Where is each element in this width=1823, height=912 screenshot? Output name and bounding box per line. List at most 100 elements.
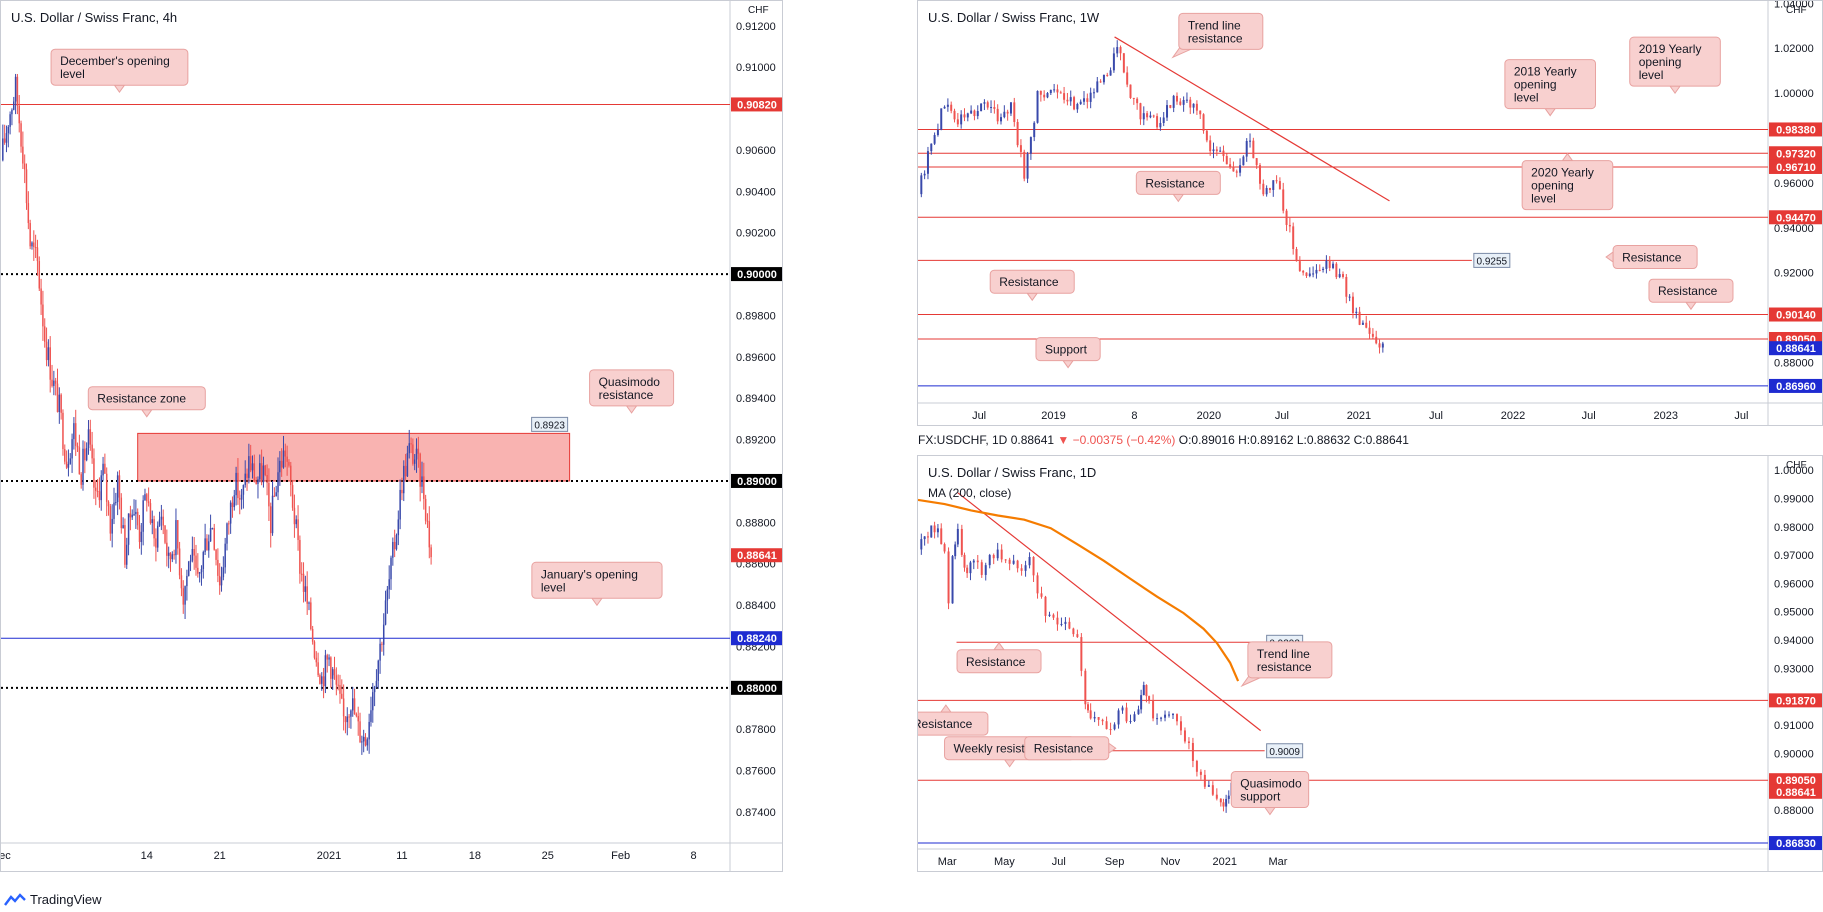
candle-body <box>370 710 372 722</box>
chart-panel-1w[interactable]: CHF 1.04000 1.02000 1.00000 0.96000 0.94000 0.… <box>917 0 1823 426</box>
annotation-text: Quasimodo <box>1240 777 1302 791</box>
price-tag-label: 0.90140 <box>1776 310 1816 322</box>
candle-body <box>1169 105 1172 108</box>
candle-body <box>408 443 410 454</box>
x-tick-label: Jul <box>972 410 986 422</box>
candle-body <box>333 669 336 676</box>
trend-line <box>957 492 1262 732</box>
x-tick-label: Jul <box>1429 410 1443 422</box>
candle-body <box>1056 617 1059 625</box>
y-tick-label: 1.00000 <box>1774 88 1814 100</box>
candle-body <box>1019 145 1022 152</box>
candle-body <box>953 110 956 120</box>
y-tick-label: 0.88800 <box>736 517 776 529</box>
candle-body <box>377 660 380 681</box>
inline-tag-box <box>1266 743 1304 759</box>
candle-body <box>1013 102 1016 122</box>
candle-body <box>74 423 77 446</box>
y-tick-label: 0.87800 <box>736 724 776 736</box>
candle-body <box>335 675 338 685</box>
candle-body <box>1255 158 1258 166</box>
candle-body <box>109 506 112 534</box>
candle-body <box>164 525 166 543</box>
annotation-box <box>1135 170 1221 195</box>
chart-1w[interactable]: CHF1.040001.020001.000000.960000.940000.… <box>918 1 1823 426</box>
candle-body <box>42 304 44 327</box>
candle-body <box>1033 122 1036 138</box>
candle-body <box>1079 101 1082 105</box>
x-tick-label: 25 <box>542 850 554 862</box>
candle-body <box>951 556 954 604</box>
candle-body <box>926 151 929 174</box>
candle-body <box>1298 261 1301 271</box>
candle-body <box>96 490 99 492</box>
info-low: L:0.88632 <box>1296 433 1351 447</box>
candle-body <box>53 380 55 386</box>
candle-body <box>346 716 349 723</box>
candle-body <box>235 472 237 496</box>
annotation-text: Resistance <box>918 717 973 731</box>
annotation-text: opening <box>1514 78 1557 92</box>
candle-body <box>972 560 975 563</box>
annotation-pointer <box>1172 193 1185 203</box>
candle-body <box>242 484 245 495</box>
chart-panel-1d[interactable]: CHF 1.00000 0.99000 0.98000 0.97000 0.96000 0.… <box>917 455 1823 872</box>
candle-body <box>1368 327 1371 334</box>
candle-body <box>1048 614 1051 616</box>
candle-body <box>1043 94 1046 98</box>
candle-body <box>1119 47 1122 54</box>
candle-body <box>16 76 19 106</box>
candle-body <box>1203 774 1206 787</box>
candle-body <box>322 676 325 687</box>
tradingview-brand[interactable]: TradingView <box>4 892 102 907</box>
candle-body <box>1126 72 1129 85</box>
candle-body <box>1164 714 1167 718</box>
candle-body <box>1182 100 1185 105</box>
x-tick-label: 18 <box>469 850 481 862</box>
x-tick-label: 14 <box>141 850 153 862</box>
y-tick-label: 0.95000 <box>1774 607 1814 619</box>
candle-body <box>1285 210 1288 225</box>
candle-body <box>1109 729 1112 731</box>
candle-body <box>1199 110 1202 115</box>
candle-body <box>187 561 190 576</box>
candle-body <box>410 443 412 445</box>
annotation-box <box>589 369 675 407</box>
candle-body <box>1139 103 1142 120</box>
chart-4h[interactable]: CHF 0.91200 0.91000 0.90600 0.90400 0.90200 0.… <box>1 1 783 872</box>
candle-body <box>1121 707 1124 711</box>
candle-body <box>213 528 215 550</box>
candle-body <box>1102 74 1105 83</box>
candle-body <box>1152 699 1155 719</box>
price-tag-label: 0.86830 <box>1776 838 1816 850</box>
candle-body <box>226 523 228 544</box>
price-tag-box <box>1769 122 1822 137</box>
candle-body <box>966 113 969 118</box>
candle-body <box>2 138 4 161</box>
candle-body <box>31 242 33 247</box>
currency-label: CHF <box>1786 5 1807 16</box>
candles <box>920 40 1384 354</box>
chart-panel-4h[interactable]: CHF 0.91200 0.91000 0.90600 0.90400 0.90200 0.… <box>0 0 783 872</box>
candle-body <box>238 498 241 500</box>
candle-body <box>1136 98 1139 104</box>
candle-body <box>419 453 421 487</box>
candle-body <box>64 449 66 462</box>
candle-body <box>366 739 369 746</box>
candle-body <box>186 575 188 587</box>
candle-body <box>100 475 102 501</box>
candles <box>920 521 1238 813</box>
candle-body <box>1003 111 1006 118</box>
candle-body <box>943 106 946 109</box>
candle-body <box>373 687 376 693</box>
candle-body <box>1365 322 1368 328</box>
candle-body <box>1195 760 1198 772</box>
candle-body <box>1099 81 1102 83</box>
candle-body <box>1083 98 1086 102</box>
candle-body <box>390 557 392 580</box>
candle-body <box>1036 90 1039 123</box>
candle-body <box>208 541 210 551</box>
candle-body <box>1149 115 1152 118</box>
